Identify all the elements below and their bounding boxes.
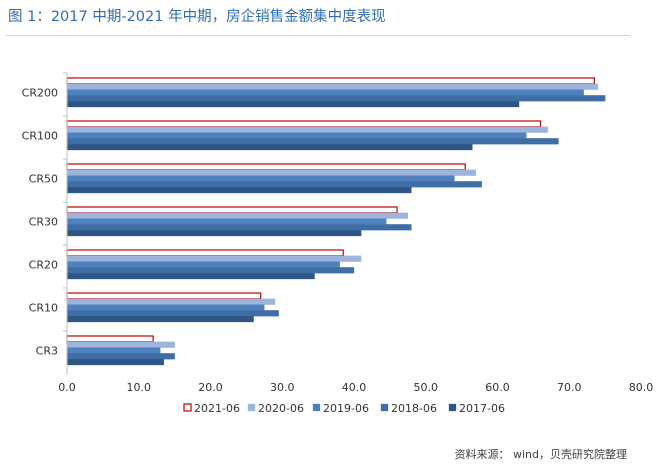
bar-cr200-2021-06 (66, 77, 595, 85)
bar-chart: CR200 CR100 CR50 CR30 CR20 CR10 CR3 0.0 10.0 20.0… (22, 72, 654, 415)
bar-cr10-2019-06 (66, 304, 265, 311)
bar-cr10-2018-06 (66, 310, 279, 317)
x-tick-label: 40.0 (342, 381, 367, 394)
bar-cr30-2021-06 (66, 206, 398, 214)
legend-label-2020-06: 2020-06 (258, 402, 304, 415)
bar-cr20-2017-06 (66, 273, 315, 280)
bar-cr20-2021-06 (66, 249, 344, 257)
legend-label-2018-06: 2018-06 (391, 402, 437, 415)
chart-title: 图 1：2017 中期-2021 年中期，房企销售金额集中度表现 (8, 9, 386, 25)
x-tick-label: 80.0 (629, 381, 654, 394)
x-tick-label: 50.0 (414, 381, 439, 394)
bar-cr3-2021-06 (66, 335, 154, 343)
bar-cr10-2021-06 (66, 292, 262, 300)
title-divider (6, 35, 630, 36)
bar-cr50-2018-06 (66, 181, 482, 188)
legend-swatch-2018-06 (380, 403, 389, 412)
category-label-cr10: CR10 (29, 302, 58, 315)
legend-swatch-2021-06 (183, 403, 192, 412)
category-label-cr50: CR50 (29, 173, 58, 186)
bar-cr200-2019-06 (66, 89, 584, 96)
bar-cr200-2020-06 (66, 83, 599, 90)
bar-cr200-2018-06 (66, 95, 606, 102)
bar-cr30-2018-06 (66, 224, 412, 231)
source-note: 资料来源： wind，贝壳研究院整理 (454, 448, 627, 461)
category-label-cr200: CR200 (22, 87, 58, 100)
bar-cr3-2018-06 (66, 353, 175, 360)
bar-cr100-2021-06 (66, 120, 542, 128)
bar-cr30-2019-06 (66, 218, 387, 225)
bar-cr3-2019-06 (66, 347, 161, 354)
bar-cr20-2018-06 (66, 267, 355, 274)
legend-swatch-2020-06 (247, 403, 256, 412)
bar-cr50-2021-06 (66, 163, 466, 171)
x-tick-label: 20.0 (198, 381, 223, 394)
bar-cr10-2020-06 (66, 298, 276, 305)
bar-cr30-2017-06 (66, 230, 362, 237)
category-label-cr20: CR20 (29, 259, 58, 272)
bar-cr100-2018-06 (66, 138, 559, 145)
category-label-cr100: CR100 (22, 130, 58, 143)
bar-cr200-2017-06 (66, 101, 520, 108)
bar-cr100-2020-06 (66, 126, 548, 133)
x-tick-label: 30.0 (270, 381, 295, 394)
bar-cr50-2019-06 (66, 175, 455, 182)
bar-cr50-2017-06 (66, 187, 412, 194)
x-tick-label: 10.0 (127, 381, 152, 394)
legend-label-2019-06: 2019-06 (323, 402, 369, 415)
legend-label-2021-06: 2021-06 (194, 402, 240, 415)
bar-cr100-2019-06 (66, 132, 527, 139)
x-tick-label: 70.0 (557, 381, 582, 394)
legend-label-2017-06: 2017-06 (459, 402, 505, 415)
bar-cr10-2017-06 (66, 316, 254, 323)
bar-cr30-2020-06 (66, 212, 408, 219)
bar-cr3-2020-06 (66, 341, 175, 348)
x-tick-label: 60.0 (485, 381, 510, 394)
category-label-cr30: CR30 (29, 216, 58, 229)
bar-cr20-2020-06 (66, 255, 362, 262)
bar-cr100-2017-06 (66, 144, 473, 151)
bar-cr50-2020-06 (66, 169, 477, 176)
legend-swatch-2019-06 (312, 403, 321, 412)
legend-swatch-2017-06 (448, 403, 457, 412)
x-tick-label: 0.0 (58, 381, 76, 394)
bar-cr20-2019-06 (66, 261, 340, 268)
category-label-cr3: CR3 (36, 345, 58, 358)
bar-cr3-2017-06 (66, 359, 165, 366)
